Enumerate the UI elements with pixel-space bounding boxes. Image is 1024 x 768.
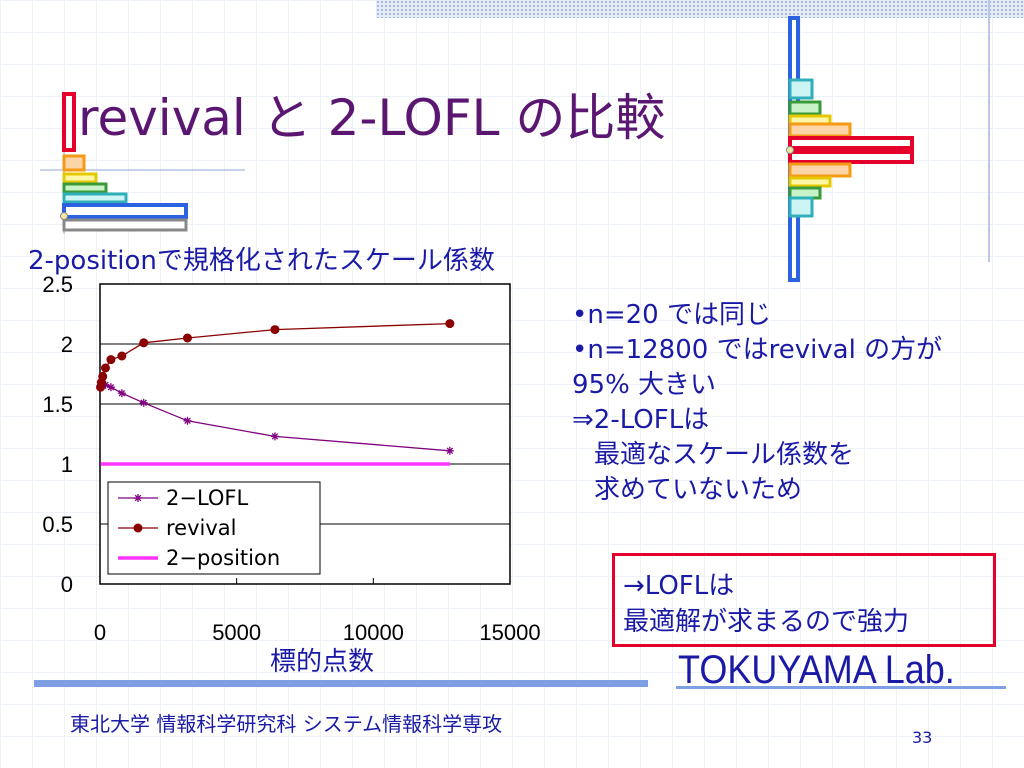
chart-series (96, 319, 455, 466)
decoration-bar (62, 192, 128, 204)
decoration-bar (62, 182, 108, 194)
legend-label: 2−position (166, 546, 280, 570)
data-point (139, 338, 149, 348)
bullet-item: 95% 大きい (572, 370, 717, 400)
decoration-bar (788, 100, 822, 116)
decoration-bar (788, 78, 814, 100)
page-number: 33 (912, 728, 933, 747)
data-point (445, 446, 454, 455)
conclusion-line: →LOFLは (623, 571, 735, 601)
x-tick-label: 10000 (343, 620, 404, 645)
data-point (106, 355, 116, 365)
data-point (270, 432, 279, 441)
slide-title: revival と 2-LOFL の比較 (78, 89, 666, 147)
data-point (117, 351, 127, 361)
x-tick-label: 0 (94, 620, 106, 645)
top-decoration-bar (376, 0, 1024, 18)
decoration-bar (62, 92, 76, 152)
legend-marker (134, 494, 142, 502)
data-point (98, 371, 108, 381)
x-axis-label: 標的点数 (270, 647, 374, 677)
legend-marker (133, 523, 143, 533)
chart-subtitle: 2-positionで規格化されたスケール係数 (28, 246, 495, 276)
bullet-item: 最適なスケール係数を (594, 440, 855, 470)
data-point (106, 383, 115, 392)
decoration-bar (788, 136, 914, 150)
y-tick-label: 2.5 (42, 272, 73, 297)
bullet-item: •n=20 では同じ (572, 300, 771, 330)
data-point (270, 325, 280, 335)
bullet-list: •n=20 では同じ •n=12800 ではrevival の方が 95% 大きい ⇒… (572, 298, 942, 508)
data-point (445, 319, 455, 329)
footer-bar (34, 680, 648, 687)
decoration-bar (62, 154, 86, 172)
footer-bar-right (676, 686, 1006, 689)
data-point (139, 398, 148, 407)
lab-name: TOKUYAMA Lab. (678, 648, 955, 692)
decoration-bar (62, 203, 188, 219)
bullet-item: 求めていないため (594, 475, 803, 505)
decoration-bar (788, 176, 832, 188)
y-tick-label: 0.5 (42, 512, 73, 537)
x-tick-label: 5000 (212, 620, 261, 645)
y-axis-ticks: 0 0.5 1 1.5 2 2.5 (42, 272, 73, 597)
right-decoration (786, 16, 914, 282)
chart-legend: 2−LOFL revival 2−position (107, 481, 321, 575)
right-vertical-rule (988, 0, 990, 262)
scale-factor-chart: 0 0.5 1 1.5 2 2.5 0 5000 10000 15000 標的点数 2−LOFL… (42, 272, 541, 677)
data-point (183, 416, 192, 425)
decoration-dot (60, 212, 68, 220)
conclusion-line: 最適解が求まるので強力 (623, 607, 910, 637)
left-decoration (40, 92, 245, 234)
decoration-bar (788, 150, 914, 164)
decoration-bar (62, 172, 98, 184)
conclusion-box: →LOFLは最適解が求まるので強力 (612, 553, 996, 647)
footer-affiliation: 東北大学 情報科学研究科 システム情報科学専攻 (70, 712, 503, 736)
decoration-bar (788, 122, 852, 138)
y-tick-label: 1.5 (42, 392, 73, 417)
data-point (182, 333, 192, 343)
data-point (117, 389, 126, 398)
x-tick-label: 15000 (479, 620, 540, 645)
data-point (100, 363, 110, 373)
y-tick-label: 1 (61, 452, 73, 477)
legend-label: 2−LOFL (166, 486, 249, 510)
decoration-bar (62, 218, 188, 232)
decoration-bar (788, 196, 814, 218)
y-tick-label: 0 (61, 572, 73, 597)
bullet-item: ⇒2-LOFLは (572, 405, 710, 435)
bullet-item: •n=12800 ではrevival の方が (572, 335, 943, 365)
y-tick-label: 2 (61, 332, 73, 357)
x-axis-ticks: 0 5000 10000 15000 (94, 578, 541, 645)
decoration-bar (788, 162, 852, 178)
legend-label: revival (166, 516, 237, 540)
decoration-dot (786, 146, 794, 154)
